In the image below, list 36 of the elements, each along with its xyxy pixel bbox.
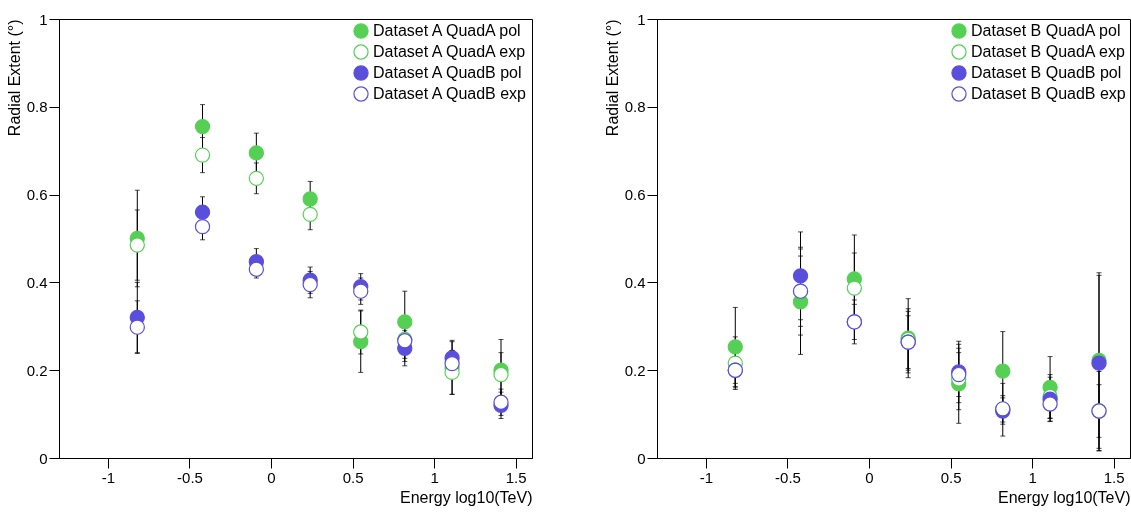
x-tick-label: 1.5 [1103, 468, 1125, 486]
x-tick-label: 0 [865, 468, 874, 486]
legend-label: Dataset B QuadA pol [971, 22, 1121, 39]
legend-label: Dataset A QuadB pol [373, 64, 522, 81]
y-tick-label: 0.2 [26, 361, 48, 379]
y-tick-label: 0.4 [26, 273, 48, 291]
y-tick-label: 0.2 [624, 361, 646, 379]
x-axis-title: Energy log10(TeV) [399, 488, 533, 506]
legend-label: Dataset B QuadB exp [971, 85, 1126, 102]
x-tick-label: 0.5 [940, 468, 962, 486]
y-tick-label: 0 [637, 449, 646, 467]
legend-label: Dataset A QuadA pol [373, 22, 521, 39]
y-axis-title: Radial Extent (°) [5, 19, 23, 137]
legend-label: Dataset A QuadA exp [373, 43, 526, 60]
x-tick-label: 1.5 [505, 468, 527, 486]
y-tick-label: 0.8 [26, 98, 48, 116]
x-tick-label: -0.5 [775, 468, 801, 486]
y-tick-label: 1 [39, 10, 48, 28]
y-tick-label: 0 [39, 449, 48, 467]
y-tick-label: 0.8 [624, 98, 646, 116]
y-tick-label: 0.4 [624, 273, 646, 291]
legend-label: Dataset B QuadB pol [971, 64, 1122, 81]
y-tick-label: 0.6 [624, 186, 646, 204]
legend-label: Dataset B QuadA exp [971, 43, 1125, 60]
x-tick-label: -1 [699, 468, 714, 486]
x-tick-label: -0.5 [177, 468, 203, 486]
legend-label: Dataset A QuadB exp [373, 85, 527, 102]
x-tick-label: 0.5 [342, 468, 364, 486]
x-tick-label: 1 [430, 468, 439, 486]
y-tick-label: 1 [637, 10, 646, 28]
y-axis-title: Radial Extent (°) [603, 19, 621, 137]
x-tick-label: -1 [101, 468, 116, 486]
x-axis-title: Energy log10(TeV) [997, 488, 1131, 506]
x-tick-label: 1 [1028, 468, 1037, 486]
x-tick-label: 0 [267, 468, 276, 486]
y-tick-label: 0.6 [26, 186, 48, 204]
